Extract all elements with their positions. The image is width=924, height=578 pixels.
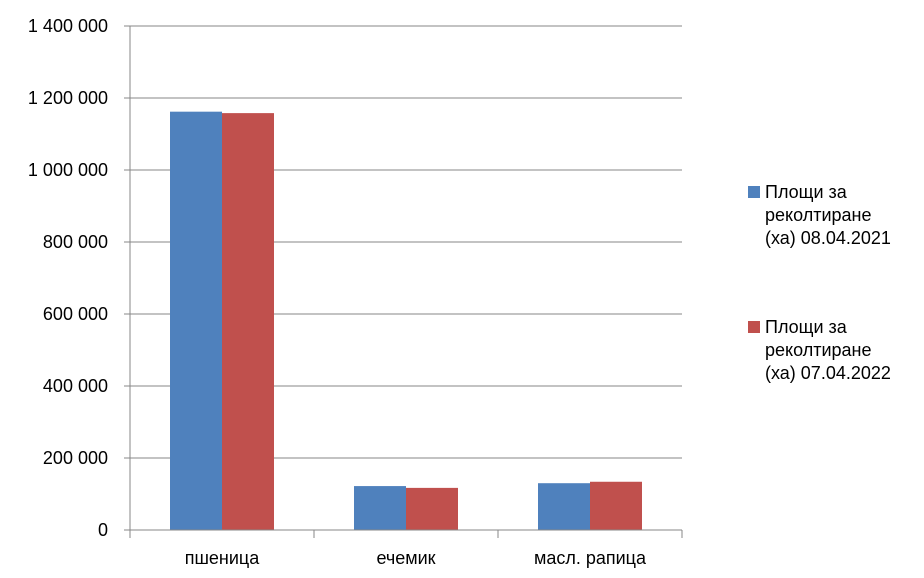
legend-swatch xyxy=(748,321,760,333)
legend: Площи за реколтиране (ха) 08.04.2021 Площи … xyxy=(748,182,891,383)
bar xyxy=(354,486,406,530)
y-tick-label: 400 000 xyxy=(43,376,108,396)
bars xyxy=(170,111,642,531)
bar xyxy=(406,487,458,530)
legend-label: (ха) 07.04.2022 xyxy=(765,363,891,383)
x-category-label: ечемик xyxy=(376,548,435,568)
bar xyxy=(170,111,222,531)
y-tick-label: 1 000 000 xyxy=(28,160,108,180)
x-category-labels: пшеница ечемик масл. рапица xyxy=(185,548,647,568)
y-tick-label: 0 xyxy=(98,520,108,540)
y-tick-label: 800 000 xyxy=(43,232,108,252)
bar xyxy=(538,483,590,530)
x-category-label: пшеница xyxy=(185,548,261,568)
legend-label: реколтиране xyxy=(765,340,872,360)
bar xyxy=(590,481,642,530)
legend-swatch xyxy=(748,186,760,198)
legend-label: Площи за xyxy=(765,317,848,337)
y-tick-labels: 0 200 000 400 000 600 000 800 000 1 000 000 1 … xyxy=(28,16,108,540)
bar xyxy=(222,113,274,531)
y-tick-label: 200 000 xyxy=(43,448,108,468)
axes xyxy=(124,25,683,538)
y-tick-label: 1 400 000 xyxy=(28,16,108,36)
x-category-label: масл. рапица xyxy=(534,548,647,568)
y-tick-label: 600 000 xyxy=(43,304,108,324)
legend-label: Площи за xyxy=(765,182,848,202)
legend-label: (ха) 08.04.2021 xyxy=(765,228,891,248)
y-tick-label: 1 200 000 xyxy=(28,88,108,108)
legend-label: реколтиране xyxy=(765,205,872,225)
